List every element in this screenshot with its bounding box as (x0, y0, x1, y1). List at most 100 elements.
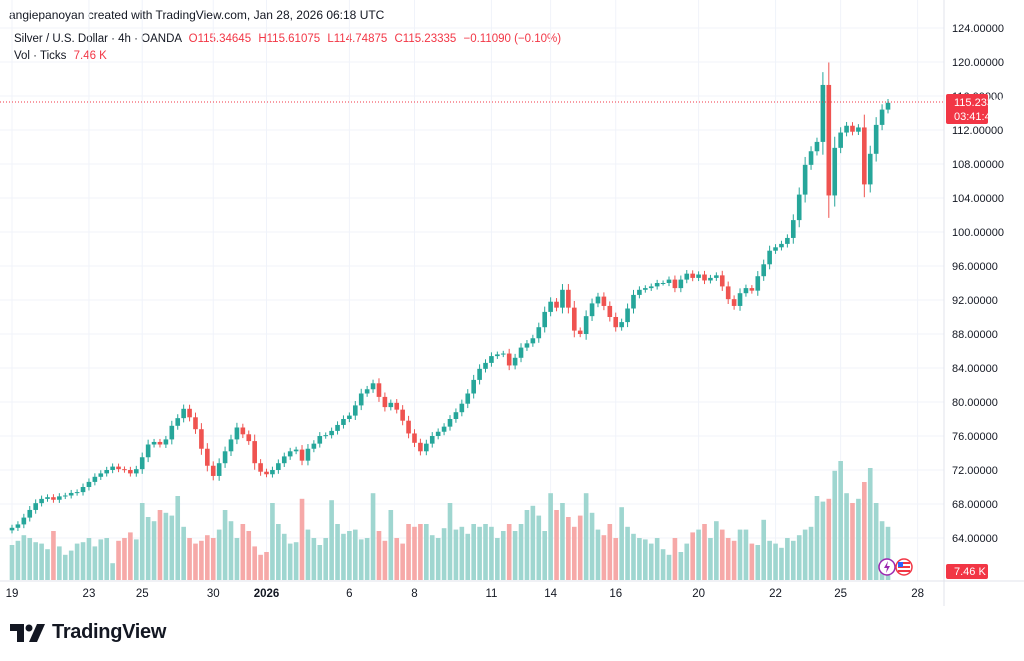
volume-bar (228, 521, 234, 580)
volume-bar (210, 538, 216, 580)
candle-body (524, 343, 530, 348)
candle-body (228, 439, 234, 452)
candle-body (643, 288, 648, 290)
candle-body (358, 393, 364, 406)
candle-body (376, 383, 382, 397)
volume-bar (104, 538, 110, 580)
candle-body (352, 405, 358, 416)
volume-bar (187, 538, 192, 580)
lightning-icon[interactable] (878, 558, 896, 576)
candle-body (719, 275, 725, 287)
candle-body (169, 425, 175, 440)
time-tick-label: 25 (834, 588, 847, 600)
volume-bar (352, 529, 358, 580)
candle-body (743, 288, 749, 294)
candle-body (500, 353, 506, 355)
candle-body (672, 279, 678, 289)
volume-bar (240, 524, 246, 580)
volume-bar (850, 503, 855, 580)
symbol-title[interactable]: Silver / U.S. Dollar · 4h · OANDA (14, 33, 182, 45)
time-tick-label: 14 (544, 588, 557, 600)
volume-bar (163, 512, 169, 580)
volume-bar (885, 526, 891, 580)
candle-body (80, 487, 86, 493)
time-tick-label: 6 (346, 588, 352, 600)
candle-body (471, 379, 476, 394)
candle-body (761, 264, 767, 277)
volume-bar (826, 498, 832, 580)
volume-bar (74, 543, 80, 580)
volume-bar (542, 531, 548, 580)
volume-bar (400, 543, 405, 580)
volume-bar (311, 538, 317, 580)
price-tick-label: 96.00000 (952, 261, 998, 273)
candle-body (654, 283, 660, 287)
volume-bar (802, 529, 808, 580)
volume-bar (424, 524, 429, 580)
price-tag-countdown: 03:41:49 (954, 111, 997, 123)
time-tick-label: 2026 (254, 588, 280, 600)
candle-body (234, 427, 240, 440)
candle-body (400, 409, 405, 421)
candle-body (57, 496, 62, 500)
volume-bar (51, 531, 56, 580)
volume-bar (412, 526, 417, 580)
volume-bar (719, 529, 725, 580)
candle-body (21, 517, 27, 525)
candle-body (139, 457, 145, 470)
candle-body (429, 436, 435, 444)
volume-bar (418, 524, 423, 580)
candle-body (838, 132, 843, 148)
high-label: H115.61075 (258, 33, 321, 45)
volume-bar (181, 526, 186, 580)
candle-body (205, 448, 210, 466)
candle-body (725, 286, 731, 300)
tradingview-logo[interactable]: TradingView (10, 621, 166, 644)
volume-bar (175, 496, 181, 580)
candle-body (305, 448, 311, 461)
candle-body (193, 417, 198, 430)
time-tick-label: 28 (911, 588, 924, 600)
volume-bar (731, 540, 737, 580)
volume-bar (15, 540, 21, 580)
volume-bar (761, 519, 767, 580)
volume-bar (743, 529, 749, 580)
candle-body (15, 524, 21, 528)
volume-bar (323, 538, 329, 580)
candle-body (335, 424, 340, 431)
volume-bar (205, 535, 210, 580)
candle-body (323, 435, 329, 437)
candle-body (867, 153, 873, 185)
volume-bars (9, 461, 891, 580)
volume-bar (785, 538, 790, 580)
volume-bar (364, 538, 370, 580)
candle-body (802, 164, 808, 195)
candle-body (577, 330, 583, 334)
candle-body (856, 127, 861, 132)
candle-body (595, 296, 601, 304)
candle-body (459, 403, 465, 413)
candle-body (252, 441, 257, 464)
volume-bar (583, 493, 589, 580)
volume-bar (820, 501, 826, 580)
candle-body (832, 147, 838, 196)
candle-body (589, 303, 595, 317)
volume-bar (276, 524, 281, 580)
volume-bar (844, 493, 849, 580)
candle-body (157, 441, 163, 445)
volume-bar (299, 498, 305, 580)
volume-bar (382, 540, 388, 580)
candle-body (128, 470, 133, 474)
us-flag-icon[interactable] (895, 558, 913, 576)
volume-title[interactable]: Vol · Ticks (14, 50, 67, 62)
time-axis: 19 23 25 30 2026 6 8 11 14 16 20 22 25 28 (6, 588, 924, 600)
volume-bar (631, 533, 636, 580)
volume-bar (394, 538, 400, 580)
candle-body (548, 301, 553, 312)
candle-body (51, 497, 56, 500)
candle-body (441, 426, 447, 432)
price-tick-label: 64.00000 (952, 533, 998, 545)
candle-body (773, 247, 778, 251)
time-tick-label: 16 (609, 588, 622, 600)
